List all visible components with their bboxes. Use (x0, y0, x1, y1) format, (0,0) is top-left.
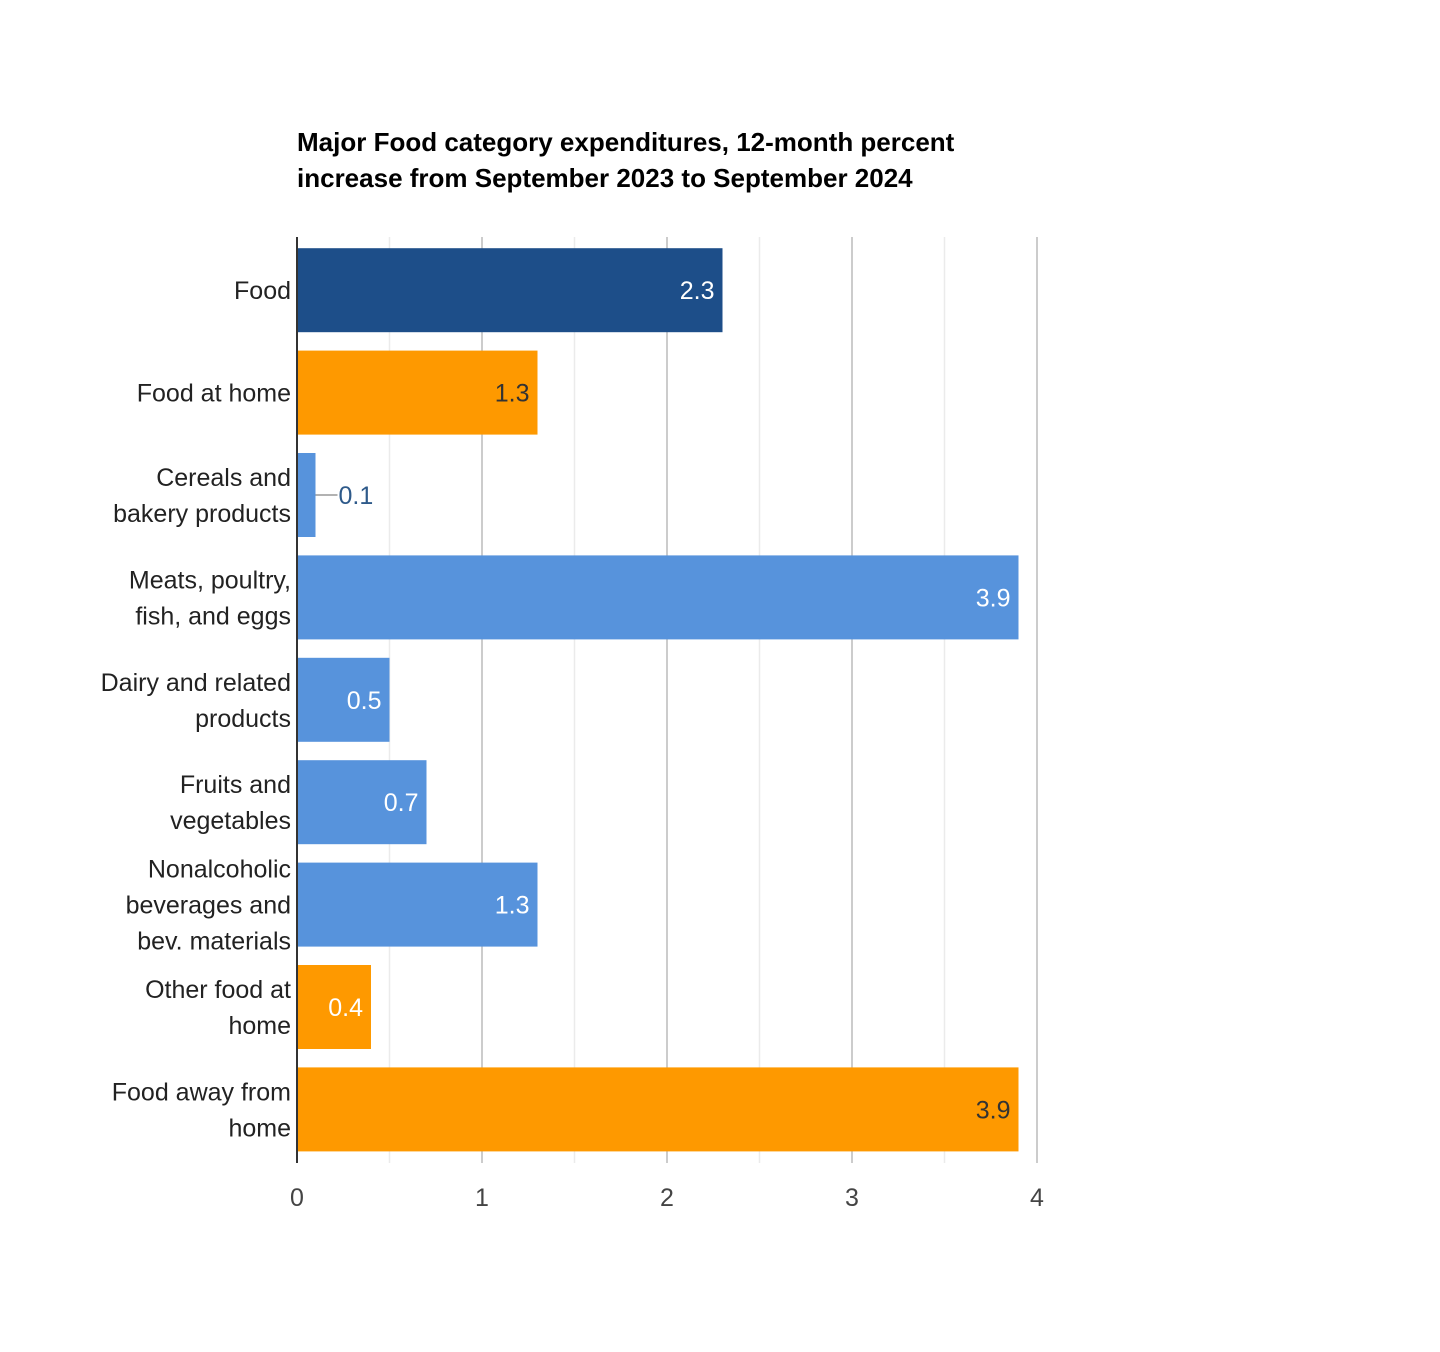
data-label: 2.3 (680, 277, 715, 305)
bar[interactable] (297, 965, 371, 1049)
category-label: fish, and eggs (135, 602, 291, 630)
data-labels: 2.3 1.3 0.1 3.9 0.5 0.7 1.3 0.4 3.9 (315, 277, 1011, 1124)
category-label: beverages and (126, 892, 291, 920)
category-label: Fruits and (180, 771, 291, 799)
chart-title-line: Major Food category expenditures, 12-mon… (297, 127, 955, 157)
bar[interactable] (297, 248, 723, 333)
category-label: bev. materials (137, 928, 291, 956)
bar[interactable] (297, 1067, 1019, 1152)
category-label: home (228, 1012, 291, 1040)
category-label: Other food at (145, 976, 291, 1004)
data-label: 0.1 (339, 482, 374, 510)
category-label: home (228, 1114, 291, 1142)
data-label: 1.3 (495, 892, 530, 920)
bar[interactable] (297, 453, 316, 537)
category-labels: Food Food at home Cereals and bakery produc… (101, 277, 291, 1142)
category-label: products (195, 705, 291, 733)
category-label: Food (234, 277, 291, 305)
data-label: 0.5 (347, 687, 382, 715)
category-label: Dairy and related (101, 669, 291, 697)
data-label: 0.4 (328, 994, 363, 1022)
data-label: 3.9 (976, 584, 1011, 612)
bar[interactable] (297, 760, 427, 845)
bar[interactable] (297, 657, 390, 742)
x-axis-tick-labels: 0 1 2 3 4 (290, 1184, 1044, 1212)
category-label: Cereals and (156, 464, 291, 492)
data-label: 3.9 (976, 1096, 1011, 1124)
x-tick-label: 4 (1030, 1184, 1044, 1212)
category-label: Nonalcoholic (148, 856, 291, 884)
bar[interactable] (297, 555, 1019, 640)
x-tick-label: 0 (290, 1184, 304, 1212)
category-label: Food at home (137, 380, 291, 408)
x-tick-label: 3 (845, 1184, 859, 1212)
category-label: Food away from (112, 1078, 291, 1106)
category-label: vegetables (170, 807, 291, 835)
x-tick-label: 2 (660, 1184, 674, 1212)
chart-title: Major Food category expenditures, 12-mon… (297, 127, 955, 193)
bar[interactable] (297, 862, 538, 947)
category-label: Meats, poultry, (129, 566, 291, 594)
category-label: bakery products (113, 500, 291, 528)
bars (297, 248, 1019, 1152)
data-label: 1.3 (495, 380, 530, 408)
x-tick-label: 1 (475, 1184, 489, 1212)
data-label: 0.7 (384, 789, 419, 817)
chart-title-line: increase from September 2023 to Septembe… (297, 163, 913, 193)
bar[interactable] (297, 350, 538, 435)
